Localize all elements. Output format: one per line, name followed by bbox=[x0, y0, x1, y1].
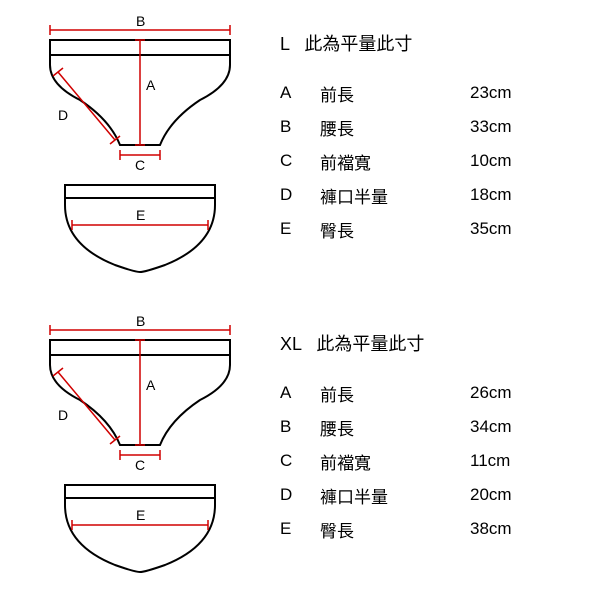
row-letter: D bbox=[280, 185, 320, 205]
size-section-xl: B A C D E XL 此為平量此寸 A bbox=[0, 310, 600, 590]
row-letter: B bbox=[280, 417, 320, 437]
row-xl-c: C 前襠寬 11cm bbox=[280, 444, 580, 478]
brief-diagram-svg: B A C D E bbox=[20, 310, 260, 580]
row-xl-b: B 腰長 34cm bbox=[280, 410, 580, 444]
row-label: 腰長 bbox=[320, 415, 470, 440]
size-section-l: B A C D E L bbox=[0, 10, 600, 290]
label-d: D bbox=[58, 107, 68, 123]
row-value: 34cm bbox=[470, 417, 540, 437]
row-label: 腰長 bbox=[320, 115, 470, 140]
label-a: A bbox=[146, 77, 156, 93]
label-c: C bbox=[135, 157, 145, 173]
size-code: XL bbox=[280, 334, 301, 354]
row-value: 33cm bbox=[470, 117, 540, 137]
row-label: 臀長 bbox=[320, 517, 470, 542]
row-xl-a: A 前長 26cm bbox=[280, 376, 580, 410]
row-xl-d: D 褲口半量 20cm bbox=[280, 478, 580, 512]
label-d: D bbox=[58, 407, 68, 423]
row-value: 18cm bbox=[470, 185, 540, 205]
row-label: 前長 bbox=[320, 81, 470, 106]
measure-d bbox=[58, 372, 115, 440]
row-letter: E bbox=[280, 219, 320, 239]
label-e: E bbox=[136, 507, 145, 523]
row-l-b: B 腰長 33cm bbox=[280, 110, 580, 144]
row-l-e: E 臀長 35cm bbox=[280, 212, 580, 246]
row-label: 前襠寬 bbox=[320, 149, 470, 174]
label-e: E bbox=[136, 207, 145, 223]
row-label: 褲口半量 bbox=[320, 483, 470, 508]
size-table-l: L 此為平量此寸 A 前長 23cm B 腰長 33cm C 前襠寬 10cm … bbox=[280, 30, 580, 246]
header-suffix: 此為平量此寸 bbox=[316, 334, 424, 354]
size-header-l: L 此為平量此寸 bbox=[280, 30, 580, 56]
row-value: 20cm bbox=[470, 485, 540, 505]
row-label: 褲口半量 bbox=[320, 183, 470, 208]
measure-d bbox=[58, 72, 115, 140]
label-b: B bbox=[136, 313, 145, 329]
row-letter: B bbox=[280, 117, 320, 137]
row-label: 臀長 bbox=[320, 217, 470, 242]
header-suffix: 此為平量此寸 bbox=[304, 34, 412, 54]
row-letter: C bbox=[280, 451, 320, 471]
row-letter: C bbox=[280, 151, 320, 171]
row-value: 38cm bbox=[470, 519, 540, 539]
row-l-c: C 前襠寬 10cm bbox=[280, 144, 580, 178]
row-label: 前襠寬 bbox=[320, 449, 470, 474]
row-value: 35cm bbox=[470, 219, 540, 239]
diagram-l: B A C D E bbox=[20, 10, 260, 290]
size-header-xl: XL 此為平量此寸 bbox=[280, 330, 580, 356]
size-code: L bbox=[280, 34, 289, 54]
row-value: 10cm bbox=[470, 151, 540, 171]
label-b: B bbox=[136, 13, 145, 29]
row-l-a: A 前長 23cm bbox=[280, 76, 580, 110]
row-letter: D bbox=[280, 485, 320, 505]
brief-diagram-svg: B A C D E bbox=[20, 10, 260, 280]
row-letter: A bbox=[280, 383, 320, 403]
row-value: 23cm bbox=[470, 83, 540, 103]
diagram-xl: B A C D E bbox=[20, 310, 260, 590]
size-table-xl: XL 此為平量此寸 A 前長 26cm B 腰長 34cm C 前襠寬 11cm… bbox=[280, 330, 580, 546]
row-xl-e: E 臀長 38cm bbox=[280, 512, 580, 546]
label-c: C bbox=[135, 457, 145, 473]
row-value: 11cm bbox=[470, 451, 540, 471]
label-a: A bbox=[146, 377, 156, 393]
row-value: 26cm bbox=[470, 383, 540, 403]
row-letter: A bbox=[280, 83, 320, 103]
row-label: 前長 bbox=[320, 381, 470, 406]
row-l-d: D 褲口半量 18cm bbox=[280, 178, 580, 212]
row-letter: E bbox=[280, 519, 320, 539]
